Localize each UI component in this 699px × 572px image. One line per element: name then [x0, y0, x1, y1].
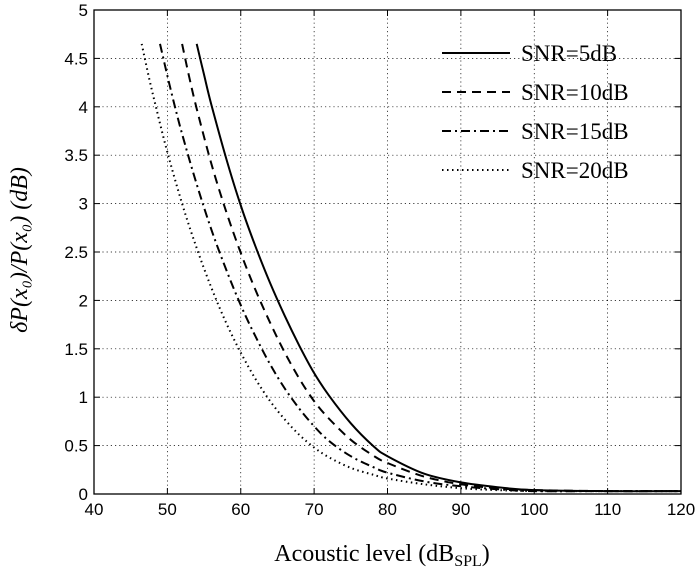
grid-lines — [94, 10, 681, 494]
y-tick-label: 2.5 — [64, 243, 88, 262]
y-tick-label: 3 — [79, 195, 88, 214]
legend: SNR=5dB SNR=10dB SNR=15dB SNR=20dB — [442, 41, 629, 183]
x-tick-label: 50 — [158, 500, 177, 519]
x-tick-label: 90 — [451, 500, 470, 519]
x-tick-label: 60 — [231, 500, 250, 519]
y-tick-label: 1.5 — [64, 340, 88, 359]
legend-label: SNR=10dB — [521, 80, 629, 105]
x-tick-label: 70 — [305, 500, 324, 519]
x-tick-label: 100 — [520, 500, 548, 519]
y-tick-label: 3.5 — [64, 146, 88, 165]
x-tick-label: 110 — [594, 500, 621, 519]
legend-label: SNR=15dB — [521, 119, 629, 144]
series-lines — [140, 43, 682, 493]
y-axis-label: δP(x₀)/P(x₀) (dB) — [7, 167, 33, 333]
legend-label: SNR=20dB — [521, 158, 629, 183]
series-line — [159, 43, 681, 493]
y-tick-label: 5 — [79, 1, 88, 20]
y-tick-label: 4 — [79, 98, 88, 117]
y-tick-label: 4.5 — [64, 49, 88, 68]
series-line — [181, 43, 682, 493]
y-tick-label: 2 — [79, 291, 88, 310]
x-tick-label: 40 — [85, 500, 104, 519]
x-tick-label: 80 — [378, 500, 397, 519]
x-axis-label: Acoustic level (dBSPL) — [274, 541, 490, 570]
x-tick-label: 120 — [667, 500, 695, 519]
axis-ticks: 40 50 60 70 80 90 100 110 120 0 0.5 1 1.5 2 2.5 3 3.5 4 4.… — [64, 1, 695, 519]
y-tick-label: 0 — [79, 485, 88, 504]
y-tick-label: 1 — [79, 388, 88, 407]
legend-label: SNR=5dB — [521, 41, 617, 66]
series-line — [195, 43, 682, 493]
y-tick-label: 0.5 — [64, 437, 88, 456]
series-line — [140, 43, 681, 493]
